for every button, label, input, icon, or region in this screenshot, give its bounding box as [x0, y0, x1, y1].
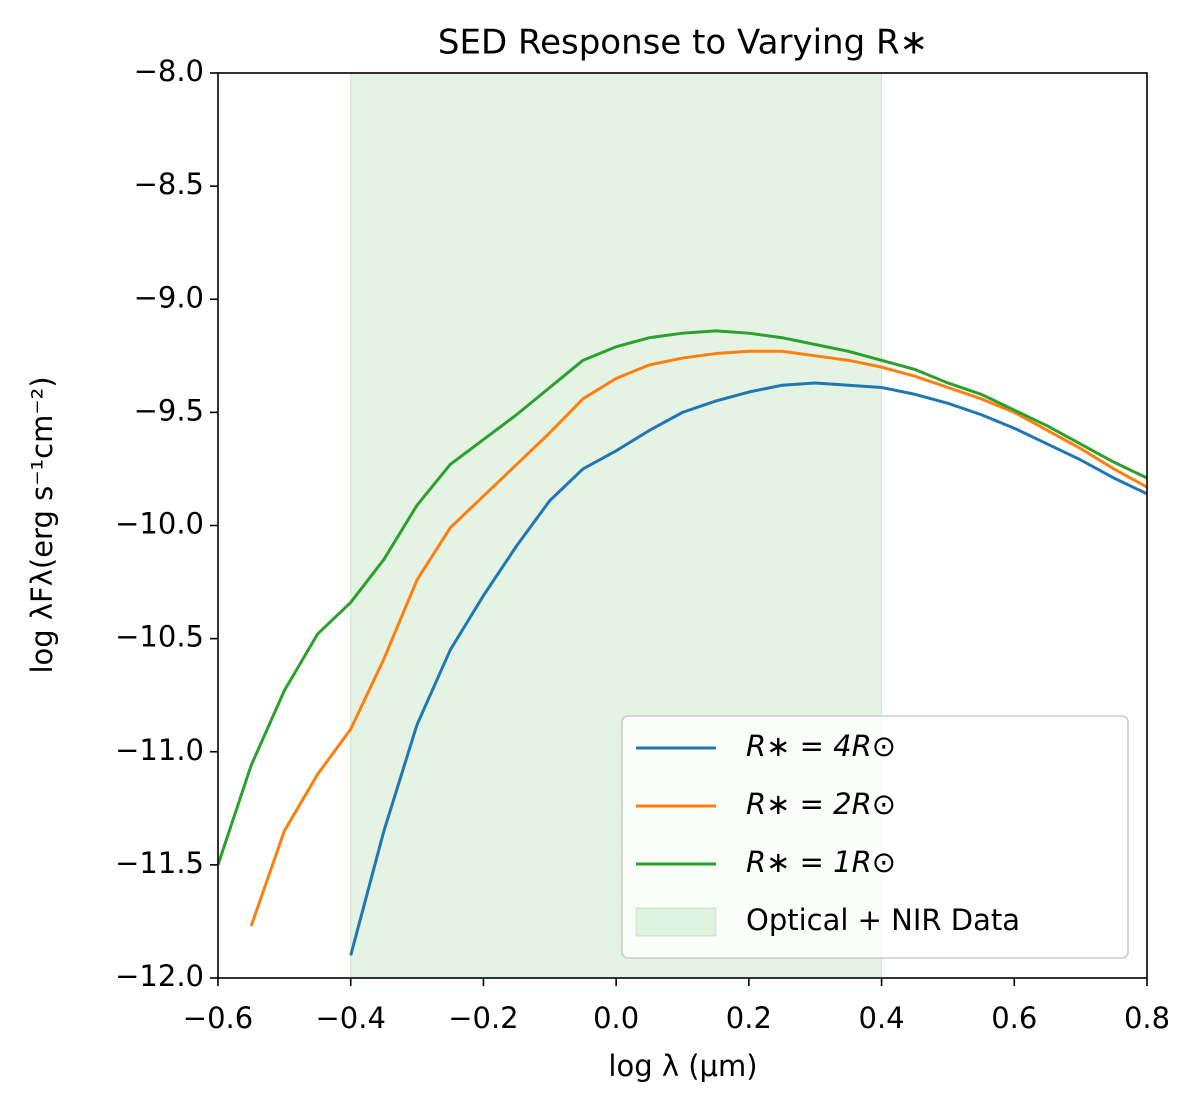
- legend-label: R∗ = 2R⊙: [746, 787, 896, 821]
- x-tick-label: 0.4: [859, 1001, 905, 1035]
- legend-label: R∗ = 1R⊙: [746, 845, 896, 879]
- y-tick-label: −10.0: [115, 507, 204, 541]
- series-line: [249, 349, 1147, 927]
- y-tick-label: −11.5: [115, 846, 204, 880]
- x-tick-label: −0.6: [183, 1001, 253, 1035]
- legend-box: [621, 715, 1129, 959]
- plot-area: [218, 73, 1147, 978]
- x-tick-label: −0.4: [316, 1001, 386, 1035]
- x-axis-label: log λ (μm): [608, 1049, 757, 1083]
- y-axis-label: log λFλ(erg s⁻¹cm⁻²): [25, 376, 59, 673]
- y-tick-label: −8.5: [134, 167, 204, 201]
- chart-title: SED Response to Varying R∗: [438, 23, 928, 63]
- x-tick-label: 0.2: [726, 1001, 772, 1035]
- y-tick-label: −9.5: [134, 393, 204, 427]
- legend: R∗ = 4R⊙ R∗ = 2R⊙ R∗ = 1R⊙ Optical + NIR Da…: [621, 715, 1129, 959]
- series-line: [349, 381, 1147, 956]
- x-tick-label: 0.8: [1124, 1001, 1170, 1035]
- legend-swatch: [635, 907, 717, 937]
- y-tick-label: −11.0: [115, 733, 204, 767]
- legend-label: Optical + NIR Data: [746, 903, 1020, 937]
- series-line: [218, 329, 1147, 866]
- y-tick-label: −12.0: [115, 959, 204, 993]
- legend-label: R∗ = 4R⊙: [746, 729, 896, 763]
- y-tick-label: −9.0: [134, 280, 204, 314]
- x-tick-label: 0.6: [991, 1001, 1037, 1035]
- x-tick-label: 0.0: [593, 1001, 639, 1035]
- x-tick-label: −0.2: [448, 1001, 518, 1035]
- y-tick-label: −8.0: [134, 54, 204, 88]
- y-tick-label: −10.5: [115, 620, 204, 654]
